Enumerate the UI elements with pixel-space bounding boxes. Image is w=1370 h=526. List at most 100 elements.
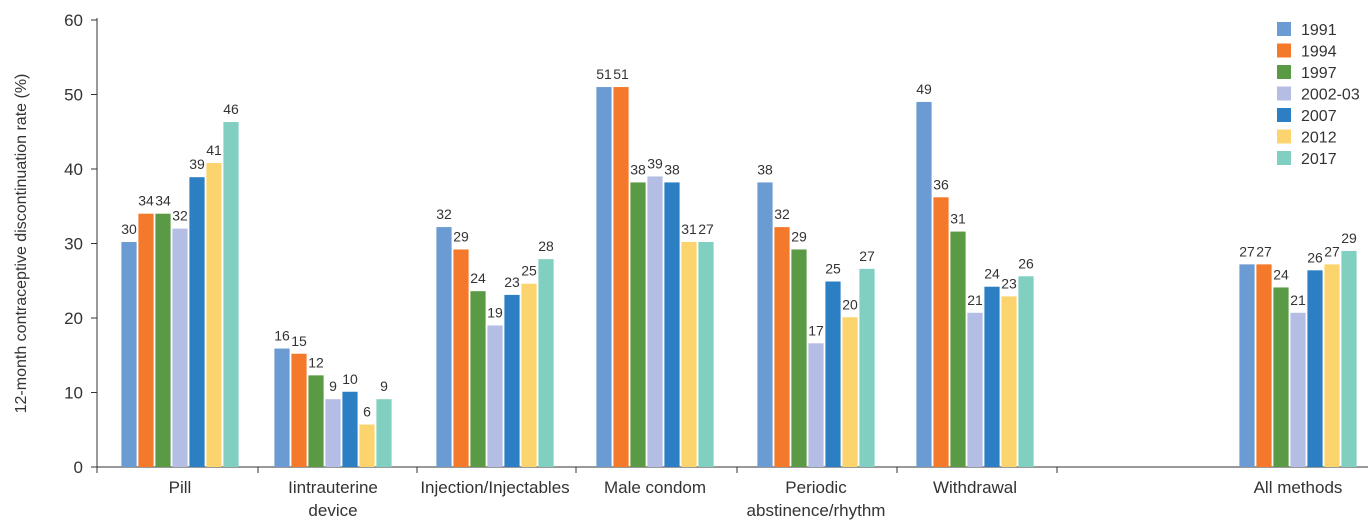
data-label: 31 — [681, 221, 697, 237]
y-tick-label: 40 — [64, 160, 83, 179]
data-label: 49 — [916, 81, 932, 97]
bar — [138, 213, 154, 467]
legend-label: 2012 — [1301, 130, 1337, 147]
data-label: 24 — [470, 270, 486, 286]
bar — [155, 213, 171, 467]
category-label: Iintrauterine device — [288, 478, 378, 520]
bar — [1324, 264, 1340, 467]
y-axis-title: 12-month contraceptive discontinuation r… — [13, 74, 30, 414]
data-label: 38 — [757, 161, 773, 177]
bar — [504, 294, 520, 467]
bar — [342, 391, 358, 467]
bar — [1290, 312, 1306, 467]
bar — [1307, 270, 1323, 467]
bar — [859, 268, 875, 467]
category-label: Periodic abstinence/rhythm — [747, 478, 886, 520]
y-tick-label: 10 — [64, 384, 83, 403]
data-label: 29 — [453, 228, 469, 244]
data-label: 20 — [842, 296, 858, 312]
data-label: 27 — [1324, 243, 1340, 259]
bar — [1273, 287, 1289, 467]
bar — [916, 101, 932, 467]
data-label: 17 — [808, 322, 824, 338]
legend-label: 1991 — [1301, 22, 1337, 39]
data-label: 26 — [1307, 249, 1323, 265]
legend-swatch — [1277, 86, 1291, 101]
bar — [613, 87, 629, 468]
data-label: 10 — [342, 371, 358, 387]
bar — [325, 399, 341, 467]
category-label: Male condom — [604, 478, 706, 497]
bar — [698, 242, 714, 467]
data-label: 46 — [223, 101, 239, 117]
category-label: All methods — [1254, 478, 1343, 497]
legend-swatch — [1277, 151, 1291, 165]
data-label: 36 — [933, 176, 949, 192]
legend-label: 2017 — [1301, 151, 1337, 168]
legend-swatch — [1277, 43, 1291, 58]
data-label: 21 — [1290, 292, 1306, 308]
bar — [436, 227, 452, 467]
bar — [842, 317, 858, 467]
data-label: 32 — [774, 206, 790, 222]
y-tick-label: 20 — [64, 309, 83, 328]
bar — [967, 312, 983, 467]
y-tick-label: 30 — [64, 235, 83, 254]
bar — [453, 249, 469, 467]
bar — [121, 242, 137, 467]
bar — [521, 283, 537, 467]
data-label: 51 — [596, 66, 612, 82]
category-label: Pill — [169, 478, 192, 497]
bar — [681, 242, 697, 467]
bar — [359, 424, 375, 467]
bar — [1001, 296, 1017, 467]
bar — [172, 228, 188, 467]
legend-swatch — [1277, 108, 1291, 122]
bar — [470, 291, 486, 467]
data-label: 29 — [1341, 230, 1357, 246]
data-label: 27 — [859, 248, 875, 264]
data-label: 39 — [647, 155, 663, 171]
bar — [1341, 250, 1357, 467]
data-label: 23 — [1001, 275, 1017, 291]
data-label: 38 — [630, 161, 646, 177]
legend-label: 2002-03 — [1301, 87, 1360, 104]
bar — [308, 375, 324, 467]
data-label: 9 — [380, 378, 388, 394]
legend-label: 2007 — [1301, 108, 1337, 125]
data-label: 30 — [121, 221, 137, 237]
data-label: 25 — [521, 263, 537, 279]
y-tick-label: 0 — [74, 458, 83, 477]
bar — [596, 87, 612, 468]
data-label: 21 — [967, 292, 983, 308]
y-tick-label: 60 — [64, 11, 83, 30]
category-label: Injection/Injectables — [420, 478, 569, 497]
bar — [291, 353, 307, 467]
bar — [950, 231, 966, 467]
bar — [808, 343, 824, 467]
legend-swatch — [1277, 22, 1291, 36]
bar — [630, 182, 646, 467]
data-label: 34 — [138, 193, 154, 209]
data-label: 27 — [698, 221, 714, 237]
bar — [984, 286, 1000, 467]
data-label: 25 — [825, 260, 841, 276]
data-label: 32 — [436, 206, 452, 222]
bar — [774, 227, 790, 467]
data-label: 38 — [664, 161, 680, 177]
bar — [538, 259, 554, 467]
bar — [189, 177, 205, 467]
data-label: 19 — [487, 304, 503, 320]
bar — [274, 348, 290, 467]
bar — [647, 176, 663, 467]
bar — [223, 122, 239, 467]
data-label: 32 — [172, 208, 188, 224]
legend-swatch — [1277, 65, 1291, 79]
bar — [791, 249, 807, 467]
data-label: 24 — [984, 266, 1000, 282]
data-label: 15 — [291, 333, 307, 349]
data-label: 27 — [1256, 243, 1272, 259]
bar — [1018, 276, 1034, 467]
